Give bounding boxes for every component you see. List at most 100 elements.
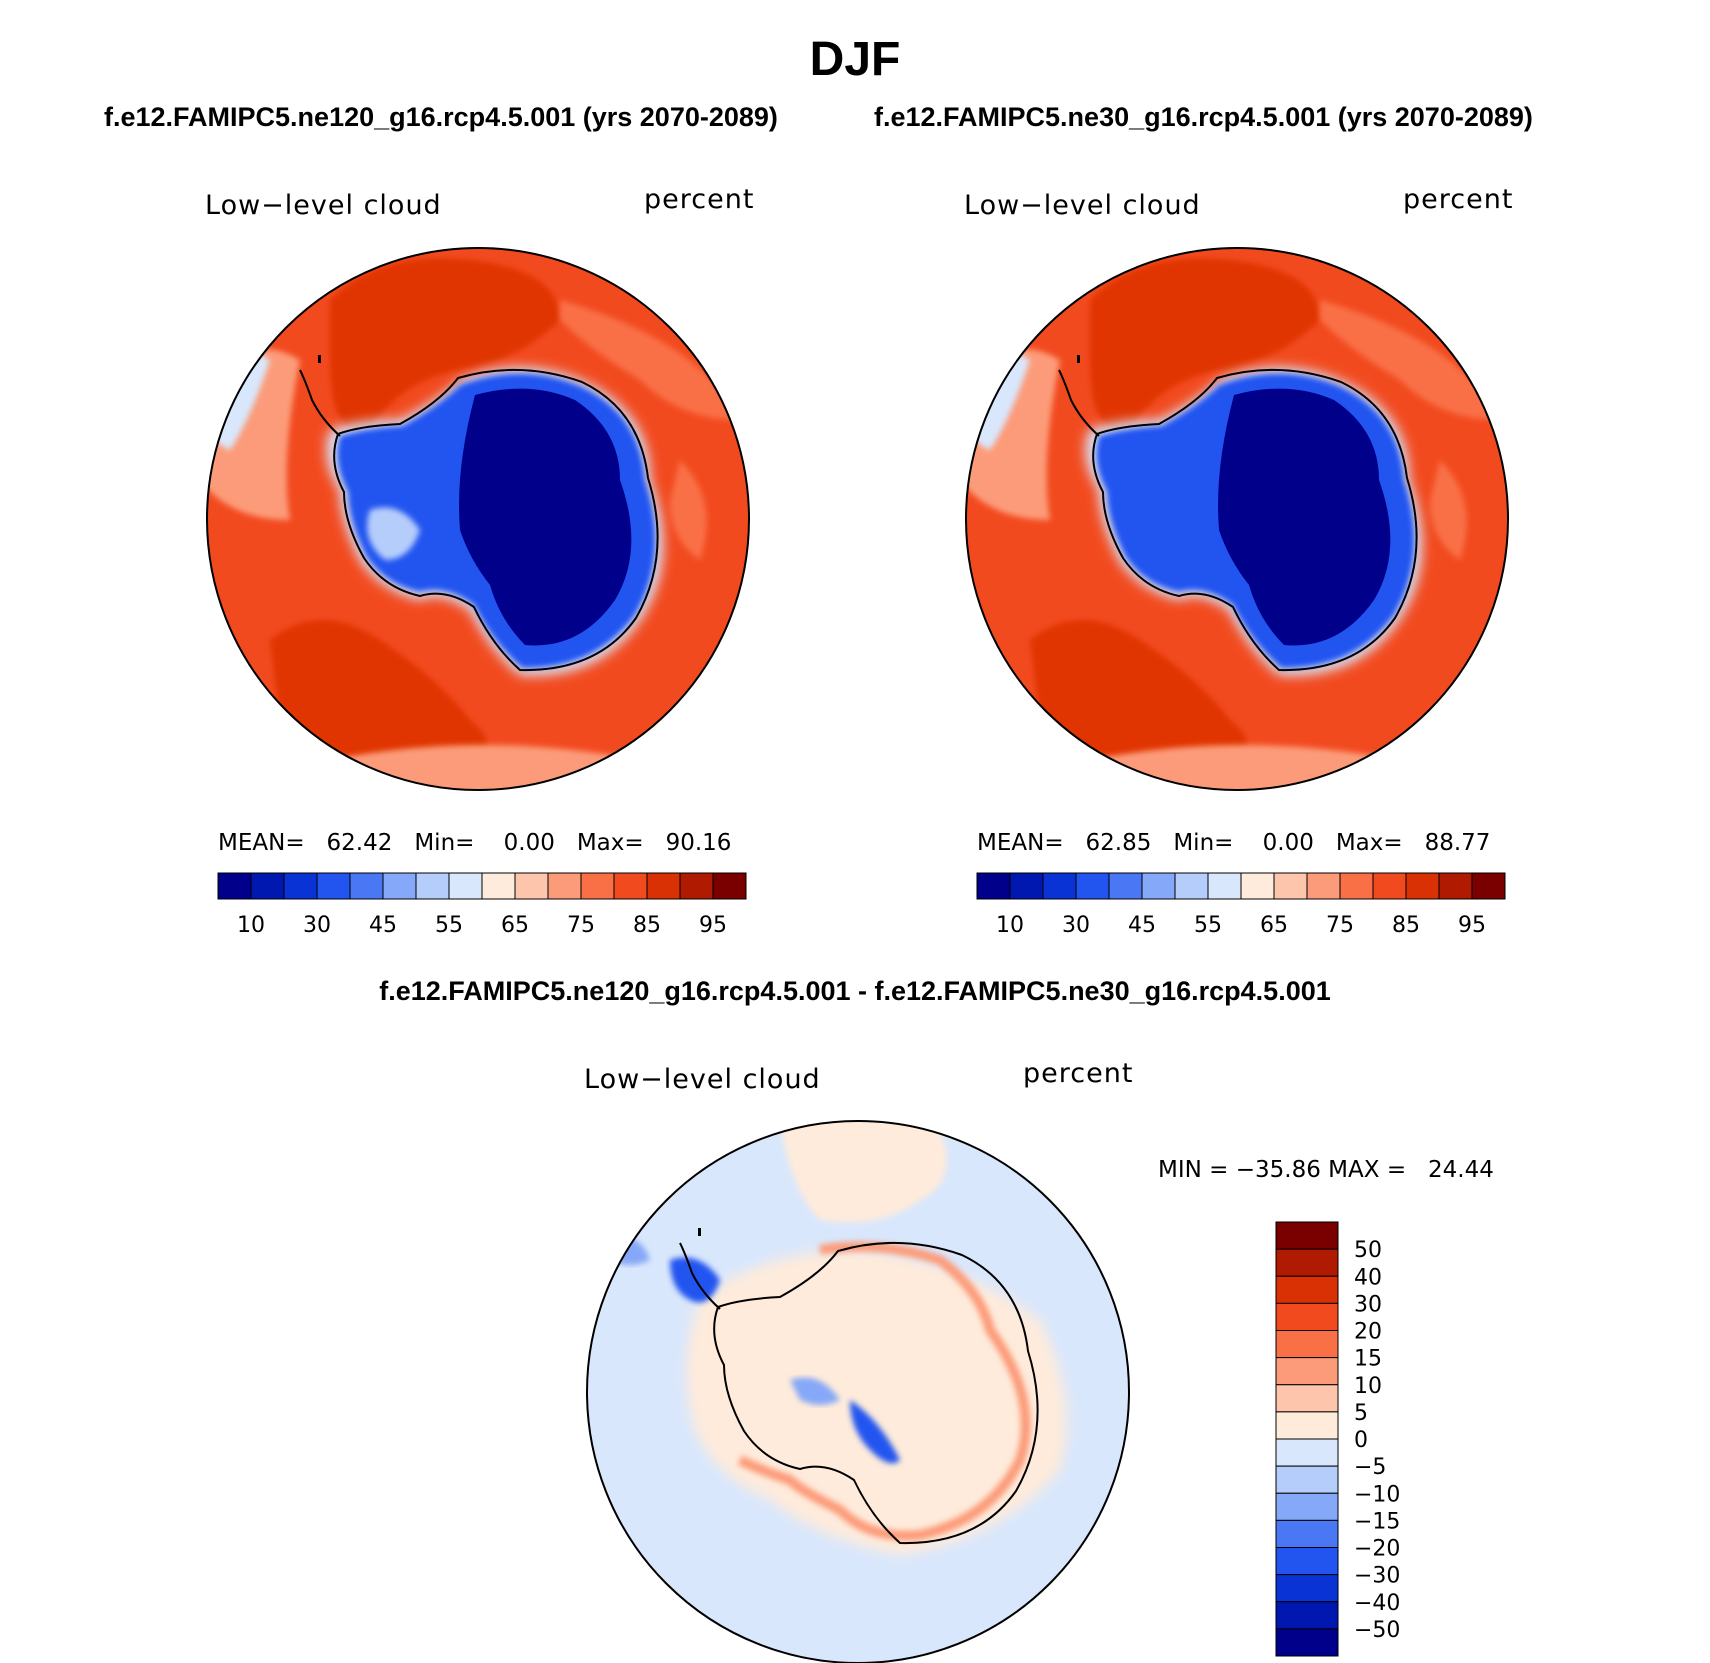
left-panel-variable: Low−level cloud — [205, 190, 442, 221]
colorbar-swatch — [1275, 1519, 1339, 1548]
colorbar-tick-label: 95 — [699, 913, 727, 938]
colorbar-swatch — [1275, 1330, 1339, 1359]
colorbar-swatch — [1275, 1574, 1339, 1603]
left-map-low-cloud-region — [560, 300, 740, 420]
right-map-low-cloud-region — [1090, 745, 1400, 790]
colorbar-tick-label: 65 — [1260, 913, 1288, 938]
colorbar-swatch — [580, 872, 615, 900]
colorbar-swatch — [514, 872, 549, 900]
colorbar-tick-label: 10 — [237, 913, 265, 938]
colorbar-tick-label: 65 — [501, 913, 529, 938]
diff-map-positive-region — [780, 1121, 947, 1223]
colorbar-swatch — [1240, 872, 1275, 900]
colorbar-swatch — [1275, 1438, 1339, 1467]
left-panel-units: percent — [644, 184, 755, 215]
min-label: MIN = — [1158, 1157, 1229, 1183]
colorbar-swatch — [1275, 1302, 1339, 1331]
colorbar-tick-label: 85 — [633, 913, 661, 938]
colorbar-swatch — [1275, 1221, 1339, 1250]
colorbar-tick-label: −15 — [1354, 1509, 1400, 1534]
colorbar-tick-label: −30 — [1354, 1564, 1400, 1589]
left-map-antarctic-core — [459, 388, 632, 646]
colorbar-tick-label: 55 — [435, 913, 463, 938]
colorbar-swatch — [547, 872, 582, 900]
colorbar-swatch — [1174, 872, 1209, 900]
left-map-border — [206, 247, 750, 791]
right-map-high-cloud-region — [1030, 620, 1247, 770]
colorbar-tick-label: 75 — [1326, 913, 1354, 938]
min-value: −35.86 — [1235, 1157, 1321, 1183]
max-value: 88.77 — [1424, 830, 1491, 856]
right-panel-case-title: f.e12.FAMIPC5.ne30_g16.rcp4.5.001 (yrs 2… — [874, 102, 1533, 132]
colorbar-swatch — [481, 872, 516, 900]
right-map-coastline — [1058, 369, 1100, 437]
left-map-low-cloud-region — [670, 460, 707, 560]
diff-map-coastline — [679, 1242, 721, 1310]
colorbar-tick-label: 50 — [1354, 1238, 1382, 1263]
colorbar-swatch — [1275, 1357, 1339, 1386]
colorbar-swatch — [448, 872, 483, 900]
left-map — [207, 248, 749, 790]
colorbar-swatch — [415, 872, 450, 900]
colorbar-tick-label: 10 — [996, 913, 1024, 938]
diff-map-coastline — [698, 1228, 701, 1236]
mean-value: 62.42 — [326, 830, 393, 856]
left-panel-stats: MEAN= 62.42 Min= 0.00 Max= 90.16 — [218, 830, 731, 856]
colorbar-tick-label: 75 — [567, 913, 595, 938]
min-label: Min= — [414, 830, 475, 856]
diff-map-negative-region — [850, 1400, 900, 1464]
colorbar-tick-label: 30 — [303, 913, 331, 938]
colorbar-swatch — [1273, 872, 1308, 900]
right-map-antarctic-core — [1218, 388, 1391, 646]
colorbar-swatch — [1405, 872, 1440, 900]
diff-panel-units: percent — [1023, 1058, 1134, 1089]
colorbar-tick-label: −50 — [1354, 1618, 1400, 1643]
colorbar-tick-label: 5 — [1354, 1401, 1368, 1426]
diff-panel-stats: MIN = −35.86 MAX = 24.44 — [1158, 1157, 1494, 1183]
colorbar-tick-label: 40 — [1354, 1265, 1382, 1290]
colorbar-tick-label: 10 — [1354, 1374, 1382, 1399]
colorbar-swatch — [1207, 872, 1242, 900]
colorbar-tick-label: −10 — [1354, 1482, 1400, 1507]
colorbar-tick-label: 30 — [1354, 1292, 1382, 1317]
right-panel-variable: Low−level cloud — [964, 190, 1201, 221]
diff-map-negative-region — [790, 1377, 840, 1405]
mean-label: MEAN= — [977, 830, 1064, 856]
colorbar-swatch — [1108, 872, 1143, 900]
right-map-low-cloud-region — [1320, 300, 1500, 420]
colorbar-swatch — [679, 872, 714, 900]
right-colorbar: 10 30 45 55 65 75 85 95 — [976, 872, 1506, 938]
right-map-coastline — [1077, 355, 1080, 363]
colorbar-swatch — [1275, 1628, 1339, 1657]
right-panel-stats: MEAN= 62.85 Min= 0.00 Max= 88.77 — [977, 830, 1490, 856]
colorbar-swatch — [1275, 1465, 1339, 1494]
right-map — [966, 248, 1508, 790]
right-map-border — [965, 247, 1509, 791]
colorbar-swatch — [1141, 872, 1176, 900]
left-map-peninsula-pocket — [367, 507, 420, 560]
diff-panel-variable: Low−level cloud — [584, 1064, 821, 1095]
colorbar-swatch — [1372, 872, 1407, 900]
colorbar-swatch — [1009, 872, 1044, 900]
diff-map — [587, 1121, 1129, 1663]
colorbar-tick-label: 30 — [1062, 913, 1090, 938]
left-map-coastline — [318, 355, 321, 363]
colorbar-swatch — [1438, 872, 1473, 900]
colorbar-tick-label: −40 — [1354, 1591, 1400, 1616]
colorbar-tick-label: 15 — [1354, 1347, 1382, 1372]
left-map-high-cloud-region — [270, 620, 487, 770]
colorbar-tick-label: 45 — [369, 913, 397, 938]
colorbar-swatch — [1275, 1492, 1339, 1521]
mean-label: MEAN= — [218, 830, 305, 856]
right-map-high-cloud-region — [1090, 258, 1320, 432]
max-label: Max= — [1335, 830, 1403, 856]
colorbar-swatch — [1471, 872, 1506, 900]
colorbar-swatch — [382, 872, 417, 900]
right-panel-units: percent — [1403, 184, 1514, 215]
min-value: 0.00 — [1262, 830, 1314, 856]
colorbar-swatch — [646, 872, 681, 900]
colorbar-swatch — [1275, 1547, 1339, 1576]
colorbar-tick-label: 55 — [1194, 913, 1222, 938]
diff-map-positive-ring — [737, 1241, 1031, 1541]
